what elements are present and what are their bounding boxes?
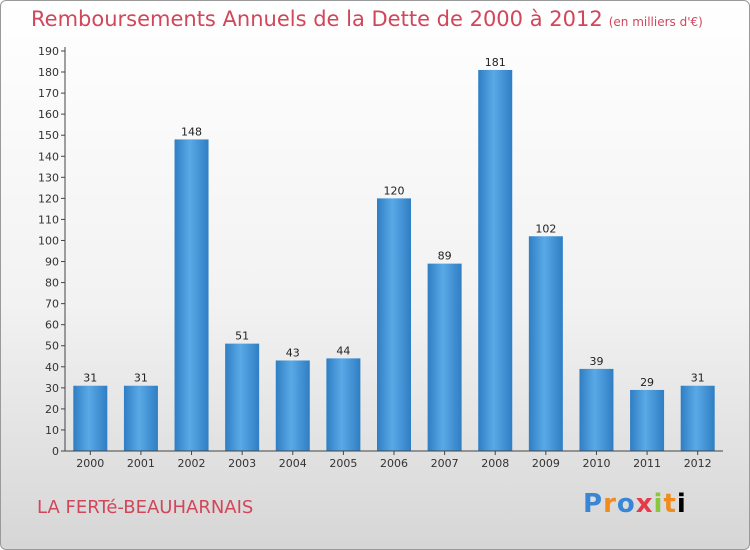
value-label-2012: 31 bbox=[691, 372, 705, 385]
x-tick-label-2001: 2001 bbox=[127, 457, 155, 470]
x-tick-label-2012: 2012 bbox=[684, 457, 712, 470]
y-tick-label-70: 70 bbox=[45, 298, 59, 311]
value-label-2008: 181 bbox=[485, 56, 506, 69]
y-tick-label-90: 90 bbox=[45, 256, 59, 269]
proxiti-logo: Proxiti bbox=[583, 489, 687, 519]
chart-title-text: Remboursements Annuels de la Dette de 20… bbox=[31, 7, 603, 31]
bar-2003 bbox=[225, 343, 260, 451]
bar-2011 bbox=[630, 389, 665, 451]
x-tick-label-2011: 2011 bbox=[633, 457, 661, 470]
y-tick-label-160: 160 bbox=[38, 108, 59, 121]
bar-2007 bbox=[427, 263, 462, 451]
x-tick-label-2010: 2010 bbox=[582, 457, 610, 470]
y-tick-label-60: 60 bbox=[45, 319, 59, 332]
value-label-2004: 43 bbox=[286, 346, 300, 359]
x-tick-label-2004: 2004 bbox=[279, 457, 307, 470]
bar-2010 bbox=[579, 368, 614, 451]
y-tick-label-150: 150 bbox=[38, 129, 59, 142]
y-tick-label-80: 80 bbox=[45, 277, 59, 290]
y-tick-label-110: 110 bbox=[38, 213, 59, 226]
value-label-2002: 148 bbox=[181, 125, 202, 138]
x-tick-label-2002: 2002 bbox=[178, 457, 206, 470]
x-tick-label-2005: 2005 bbox=[329, 457, 357, 470]
bar-2006 bbox=[377, 198, 411, 451]
x-tick-label-2007: 2007 bbox=[431, 457, 459, 470]
x-tick-label-2003: 2003 bbox=[228, 457, 256, 470]
bar-2000 bbox=[73, 385, 108, 451]
commune-name: LA FERTé-BEAUHARNAIS bbox=[37, 497, 254, 518]
y-tick-label-40: 40 bbox=[45, 361, 59, 374]
value-label-2009: 102 bbox=[535, 222, 556, 235]
y-tick-label-20: 20 bbox=[45, 403, 59, 416]
y-tick-label-140: 140 bbox=[38, 150, 59, 163]
value-label-2003: 51 bbox=[235, 330, 249, 343]
x-tick-label-2008: 2008 bbox=[481, 457, 509, 470]
value-label-2007: 89 bbox=[438, 250, 452, 263]
y-tick-label-0: 0 bbox=[52, 445, 59, 458]
y-tick-label-50: 50 bbox=[45, 340, 59, 353]
value-label-2005: 44 bbox=[336, 344, 350, 357]
bar-2012 bbox=[680, 385, 715, 451]
y-tick-label-190: 190 bbox=[38, 45, 59, 58]
x-tick-label-2009: 2009 bbox=[532, 457, 560, 470]
value-label-2000: 31 bbox=[83, 372, 97, 385]
value-label-2011: 29 bbox=[640, 376, 654, 389]
chart-title: Remboursements Annuels de la Dette de 20… bbox=[31, 7, 703, 31]
value-label-2001: 31 bbox=[134, 372, 148, 385]
value-label-2006: 120 bbox=[384, 184, 405, 197]
y-tick-label-170: 170 bbox=[38, 87, 59, 100]
bar-2004 bbox=[275, 360, 310, 451]
bar-2009 bbox=[528, 236, 563, 451]
y-tick-label-120: 120 bbox=[38, 192, 59, 205]
x-tick-label-2006: 2006 bbox=[380, 457, 408, 470]
bar-2008 bbox=[478, 69, 513, 452]
y-tick-label-30: 30 bbox=[45, 382, 59, 395]
x-tick-label-2000: 2000 bbox=[76, 457, 104, 470]
chart-unit: (en milliers d'€) bbox=[608, 15, 703, 29]
bar-2005 bbox=[326, 358, 361, 451]
y-tick-label-10: 10 bbox=[45, 424, 59, 437]
value-label-2010: 39 bbox=[589, 355, 603, 368]
y-tick-label-130: 130 bbox=[38, 171, 59, 184]
y-tick-label-180: 180 bbox=[38, 66, 59, 79]
bar-2001 bbox=[123, 385, 158, 451]
y-tick-label-100: 100 bbox=[38, 234, 59, 247]
bar-2002 bbox=[174, 139, 209, 451]
